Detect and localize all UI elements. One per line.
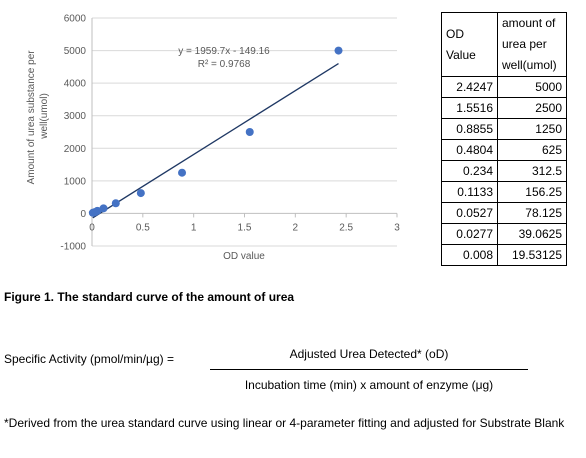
table-row: 0.0527 78.125 bbox=[441, 202, 567, 224]
y-tick-label: 6000 bbox=[64, 14, 87, 25]
header-od-value: OD Value bbox=[441, 12, 498, 77]
x-tick-label: 1.5 bbox=[238, 222, 252, 233]
od-cell: 1.5516 bbox=[441, 97, 498, 119]
od-cell: 0.008 bbox=[441, 244, 498, 266]
formula-denominator: Incubation time (min) x amount of enzyme… bbox=[244, 378, 494, 392]
data-point bbox=[334, 46, 343, 55]
y-tick-label: 2000 bbox=[64, 144, 87, 155]
od-cell: 0.1133 bbox=[441, 181, 498, 203]
table-header-row: OD Value amount of urea per well(umol) bbox=[441, 12, 567, 77]
y-tick-label: 3000 bbox=[64, 111, 87, 122]
x-tick-label: 1 bbox=[191, 222, 197, 233]
x-tick-label: 2.5 bbox=[339, 222, 353, 233]
amount-cell: 5000 bbox=[497, 76, 567, 98]
table-row: 0.1133 156.25 bbox=[441, 181, 567, 203]
od-cell: 0.0527 bbox=[441, 202, 498, 224]
header-amount-line2: urea per bbox=[502, 37, 547, 51]
trendline bbox=[92, 62, 339, 219]
amount-cell: 1250 bbox=[497, 118, 567, 140]
data-point bbox=[88, 208, 97, 217]
od-cell: 0.0277 bbox=[441, 223, 498, 245]
od-cell: 0.4804 bbox=[441, 139, 498, 161]
footnote: *Derived from the urea standard curve us… bbox=[4, 416, 565, 430]
gridlines bbox=[92, 17, 397, 247]
header-amount: amount of urea per well(umol) bbox=[497, 12, 567, 77]
table-row: 0.234 312.5 bbox=[441, 160, 567, 182]
amount-cell: 625 bbox=[497, 139, 567, 161]
r-squared-label: R² = 0.9768 bbox=[198, 59, 251, 70]
table-row: 2.4247 5000 bbox=[441, 76, 567, 98]
y-tick-label: 1000 bbox=[64, 176, 87, 187]
equation-label: y = 1959.7x - 149.16 bbox=[178, 46, 270, 57]
table-row: 0.008 19.53125 bbox=[441, 244, 567, 266]
x-tick-label: 0 bbox=[89, 222, 95, 233]
data-point bbox=[136, 189, 145, 198]
fraction-line bbox=[210, 369, 528, 370]
data-point bbox=[178, 168, 187, 177]
x-axis-title: OD value bbox=[223, 251, 265, 262]
axes bbox=[91, 18, 398, 246]
x-tick-label: 0.5 bbox=[136, 222, 150, 233]
od-cell: 0.234 bbox=[441, 160, 498, 182]
amount-cell: 312.5 bbox=[497, 160, 567, 182]
y-tick-label: 5000 bbox=[64, 46, 87, 57]
header-od-line2: Value bbox=[446, 47, 476, 62]
amount-cell: 2500 bbox=[497, 97, 567, 119]
table-row: 0.4804 625 bbox=[441, 139, 567, 161]
od-standard-table: OD Value amount of urea per well(umol) 2… bbox=[441, 12, 567, 266]
y-axis-title: Amount of urea substance per well(umol) bbox=[26, 48, 50, 185]
od-cell: 2.4247 bbox=[441, 76, 498, 98]
y-axis-title-line1: Amount of urea substance per bbox=[26, 50, 37, 185]
amount-cell: 19.53125 bbox=[497, 244, 567, 266]
formula-label: Specific Activity (pmol/min/µg) = bbox=[4, 352, 174, 366]
y-tick-label: -1000 bbox=[60, 242, 86, 253]
trendline-layer bbox=[92, 62, 339, 219]
figure-caption: Figure 1. The standard curve of the amou… bbox=[4, 290, 295, 304]
header-od-line1: OD bbox=[446, 26, 464, 41]
data-point bbox=[99, 204, 108, 213]
header-amount-line3: well(umol) bbox=[502, 58, 557, 72]
y-tick-label: 0 bbox=[80, 209, 86, 220]
y-axis-title-line2: well(umol) bbox=[39, 93, 50, 140]
od-cell: 0.8855 bbox=[441, 118, 498, 140]
header-amount-line1: amount of bbox=[502, 16, 556, 30]
amount-cell: 39.0625 bbox=[497, 223, 567, 245]
amount-cell: 156.25 bbox=[497, 181, 567, 203]
table-row: 0.0277 39.0625 bbox=[441, 223, 567, 245]
table-row: 0.8855 1250 bbox=[441, 118, 567, 140]
amount-cell: 78.125 bbox=[497, 202, 567, 224]
data-point bbox=[111, 199, 120, 208]
data-points bbox=[88, 46, 343, 217]
x-tick-label: 3 bbox=[394, 222, 400, 233]
formula-numerator: Adjusted Urea Detected* (oD) bbox=[289, 347, 449, 361]
table-row: 1.5516 2500 bbox=[441, 97, 567, 119]
x-tick-label: 2 bbox=[293, 222, 299, 233]
y-tick-label: 4000 bbox=[64, 79, 87, 90]
data-point bbox=[245, 128, 254, 136]
